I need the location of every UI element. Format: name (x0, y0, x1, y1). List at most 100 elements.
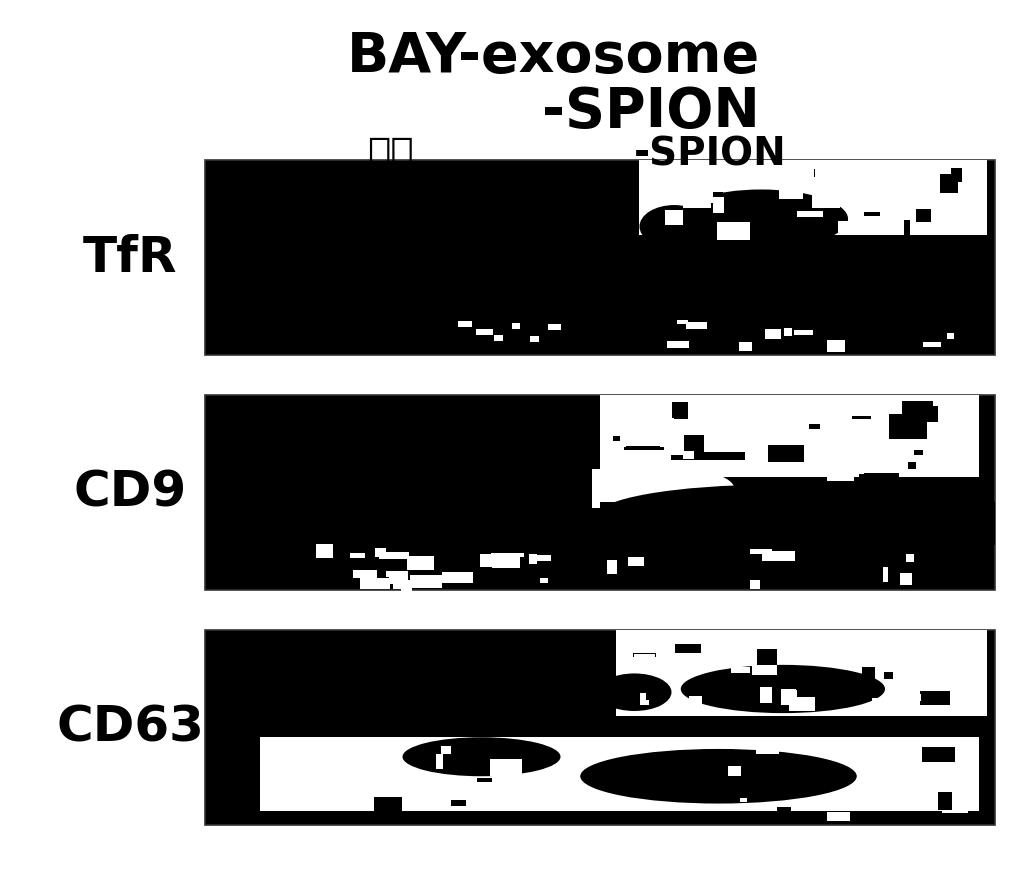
Bar (683, 193, 710, 208)
Bar (512, 323, 520, 330)
Bar (626, 446, 660, 450)
Bar (760, 687, 771, 703)
Bar (718, 222, 750, 240)
Bar (376, 548, 386, 557)
Bar (441, 746, 452, 754)
Bar (731, 667, 750, 674)
Bar (616, 630, 988, 715)
Bar (905, 554, 915, 562)
Bar (789, 183, 814, 192)
Bar (789, 697, 815, 711)
Bar (285, 770, 319, 778)
Bar (357, 748, 374, 753)
Bar (863, 666, 875, 682)
Bar (600, 395, 979, 477)
Bar (810, 423, 820, 429)
Bar (769, 738, 795, 749)
Bar (714, 197, 724, 213)
Bar (955, 204, 961, 212)
Bar (817, 192, 824, 200)
Bar (563, 765, 577, 781)
Bar (451, 800, 466, 806)
Bar (491, 553, 524, 557)
Bar (600, 503, 995, 545)
Bar (800, 168, 815, 177)
Ellipse shape (631, 247, 963, 315)
Bar (494, 335, 502, 341)
Bar (883, 567, 888, 582)
Bar (442, 572, 473, 583)
Ellipse shape (581, 749, 857, 804)
Bar (796, 673, 814, 690)
Bar (548, 323, 561, 330)
Bar (749, 742, 754, 747)
Bar (374, 797, 402, 811)
Bar (628, 557, 645, 566)
Bar (613, 420, 620, 441)
Bar (205, 160, 995, 355)
Bar (901, 401, 933, 415)
Bar (768, 445, 804, 462)
Bar (511, 745, 517, 755)
Bar (401, 580, 412, 592)
Bar (827, 470, 854, 481)
Text: -SPION: -SPION (633, 135, 787, 173)
Bar (260, 737, 979, 812)
Bar (492, 557, 521, 568)
Bar (952, 413, 970, 436)
Ellipse shape (596, 485, 951, 547)
Bar (389, 571, 408, 584)
Bar (667, 341, 689, 347)
Bar (677, 320, 688, 323)
Bar (391, 570, 405, 581)
Bar (864, 212, 880, 216)
Bar (837, 221, 850, 233)
Bar (764, 329, 781, 339)
Bar (924, 342, 941, 347)
Bar (360, 577, 390, 589)
Bar (884, 672, 893, 679)
Bar (636, 760, 653, 767)
Bar (379, 552, 409, 560)
Bar (686, 323, 707, 329)
Bar (853, 416, 871, 419)
Bar (640, 699, 649, 706)
Text: -SPION: -SPION (542, 85, 760, 139)
Bar (316, 544, 333, 558)
Bar (919, 644, 933, 653)
Ellipse shape (597, 674, 672, 711)
Ellipse shape (674, 190, 849, 249)
Bar (657, 470, 688, 479)
Bar (752, 663, 777, 675)
Bar (205, 630, 995, 825)
Bar (794, 331, 813, 335)
Bar (665, 210, 683, 225)
Bar (749, 549, 772, 554)
Bar (779, 187, 803, 200)
Bar (872, 699, 884, 710)
Bar (639, 160, 988, 235)
Ellipse shape (403, 737, 560, 776)
Bar (613, 416, 645, 436)
Bar (955, 395, 969, 413)
Bar (918, 168, 932, 179)
Bar (721, 755, 742, 765)
Ellipse shape (639, 205, 709, 248)
Bar (889, 414, 927, 438)
Bar (784, 328, 792, 336)
Bar (855, 440, 865, 446)
Bar (458, 322, 472, 327)
Bar (671, 435, 704, 460)
Bar (878, 410, 888, 418)
Bar (793, 164, 814, 177)
Bar (660, 418, 674, 428)
Bar (728, 759, 741, 775)
Bar (435, 755, 443, 769)
Ellipse shape (681, 665, 885, 713)
Bar (750, 580, 759, 589)
Bar (633, 654, 656, 662)
Text: CD63: CD63 (56, 704, 204, 751)
Bar (624, 446, 664, 450)
Bar (917, 209, 931, 222)
Bar (702, 452, 745, 461)
